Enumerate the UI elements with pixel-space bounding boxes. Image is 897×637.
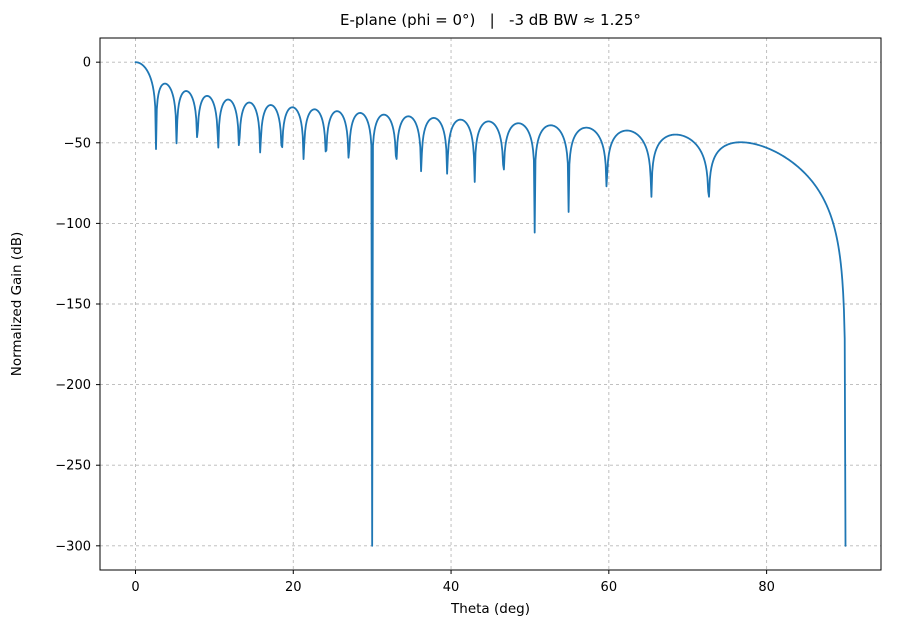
y-tick-label: −100 xyxy=(55,217,91,232)
y-tick-label: −300 xyxy=(55,539,91,554)
y-tick-label: −200 xyxy=(55,378,91,393)
y-tick-label: −50 xyxy=(64,136,91,151)
y-tick-label: −150 xyxy=(55,298,91,313)
x-tick-label: 80 xyxy=(758,580,775,595)
x-tick-label: 40 xyxy=(443,580,460,595)
x-axis-label: Theta (deg) xyxy=(451,601,530,617)
x-tick-label: 0 xyxy=(131,580,139,595)
pattern-curve xyxy=(134,61,847,547)
y-tick-label: 0 xyxy=(83,56,91,71)
x-tick-label: 20 xyxy=(285,580,302,595)
chart-title: E-plane (phi = 0°) | -3 dB BW ≈ 1.25° xyxy=(340,11,641,29)
y-tick-label: −250 xyxy=(55,459,91,474)
x-tick-label: 60 xyxy=(601,580,618,595)
